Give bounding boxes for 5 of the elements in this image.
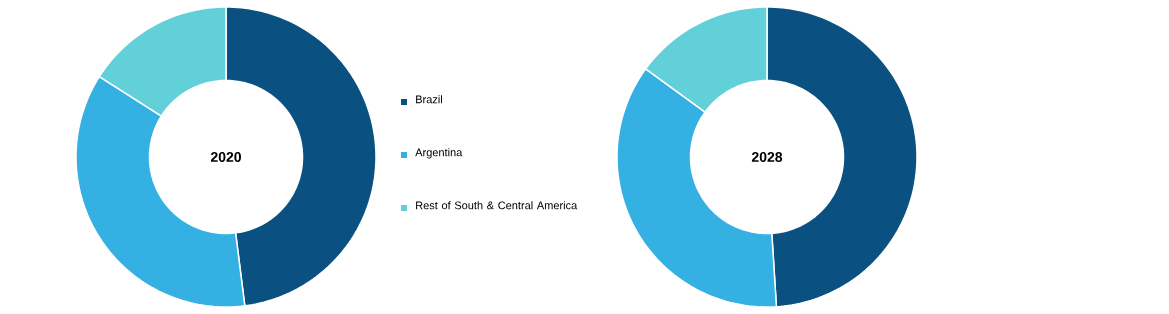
text: 2028	[751, 152, 783, 162]
text: 2020	[210, 152, 241, 162]
legend-label: Argentina	[415, 148, 463, 159]
legend-label: Brazil	[416, 95, 442, 104]
legend-label: Rest of South & Central America	[416, 201, 578, 210]
